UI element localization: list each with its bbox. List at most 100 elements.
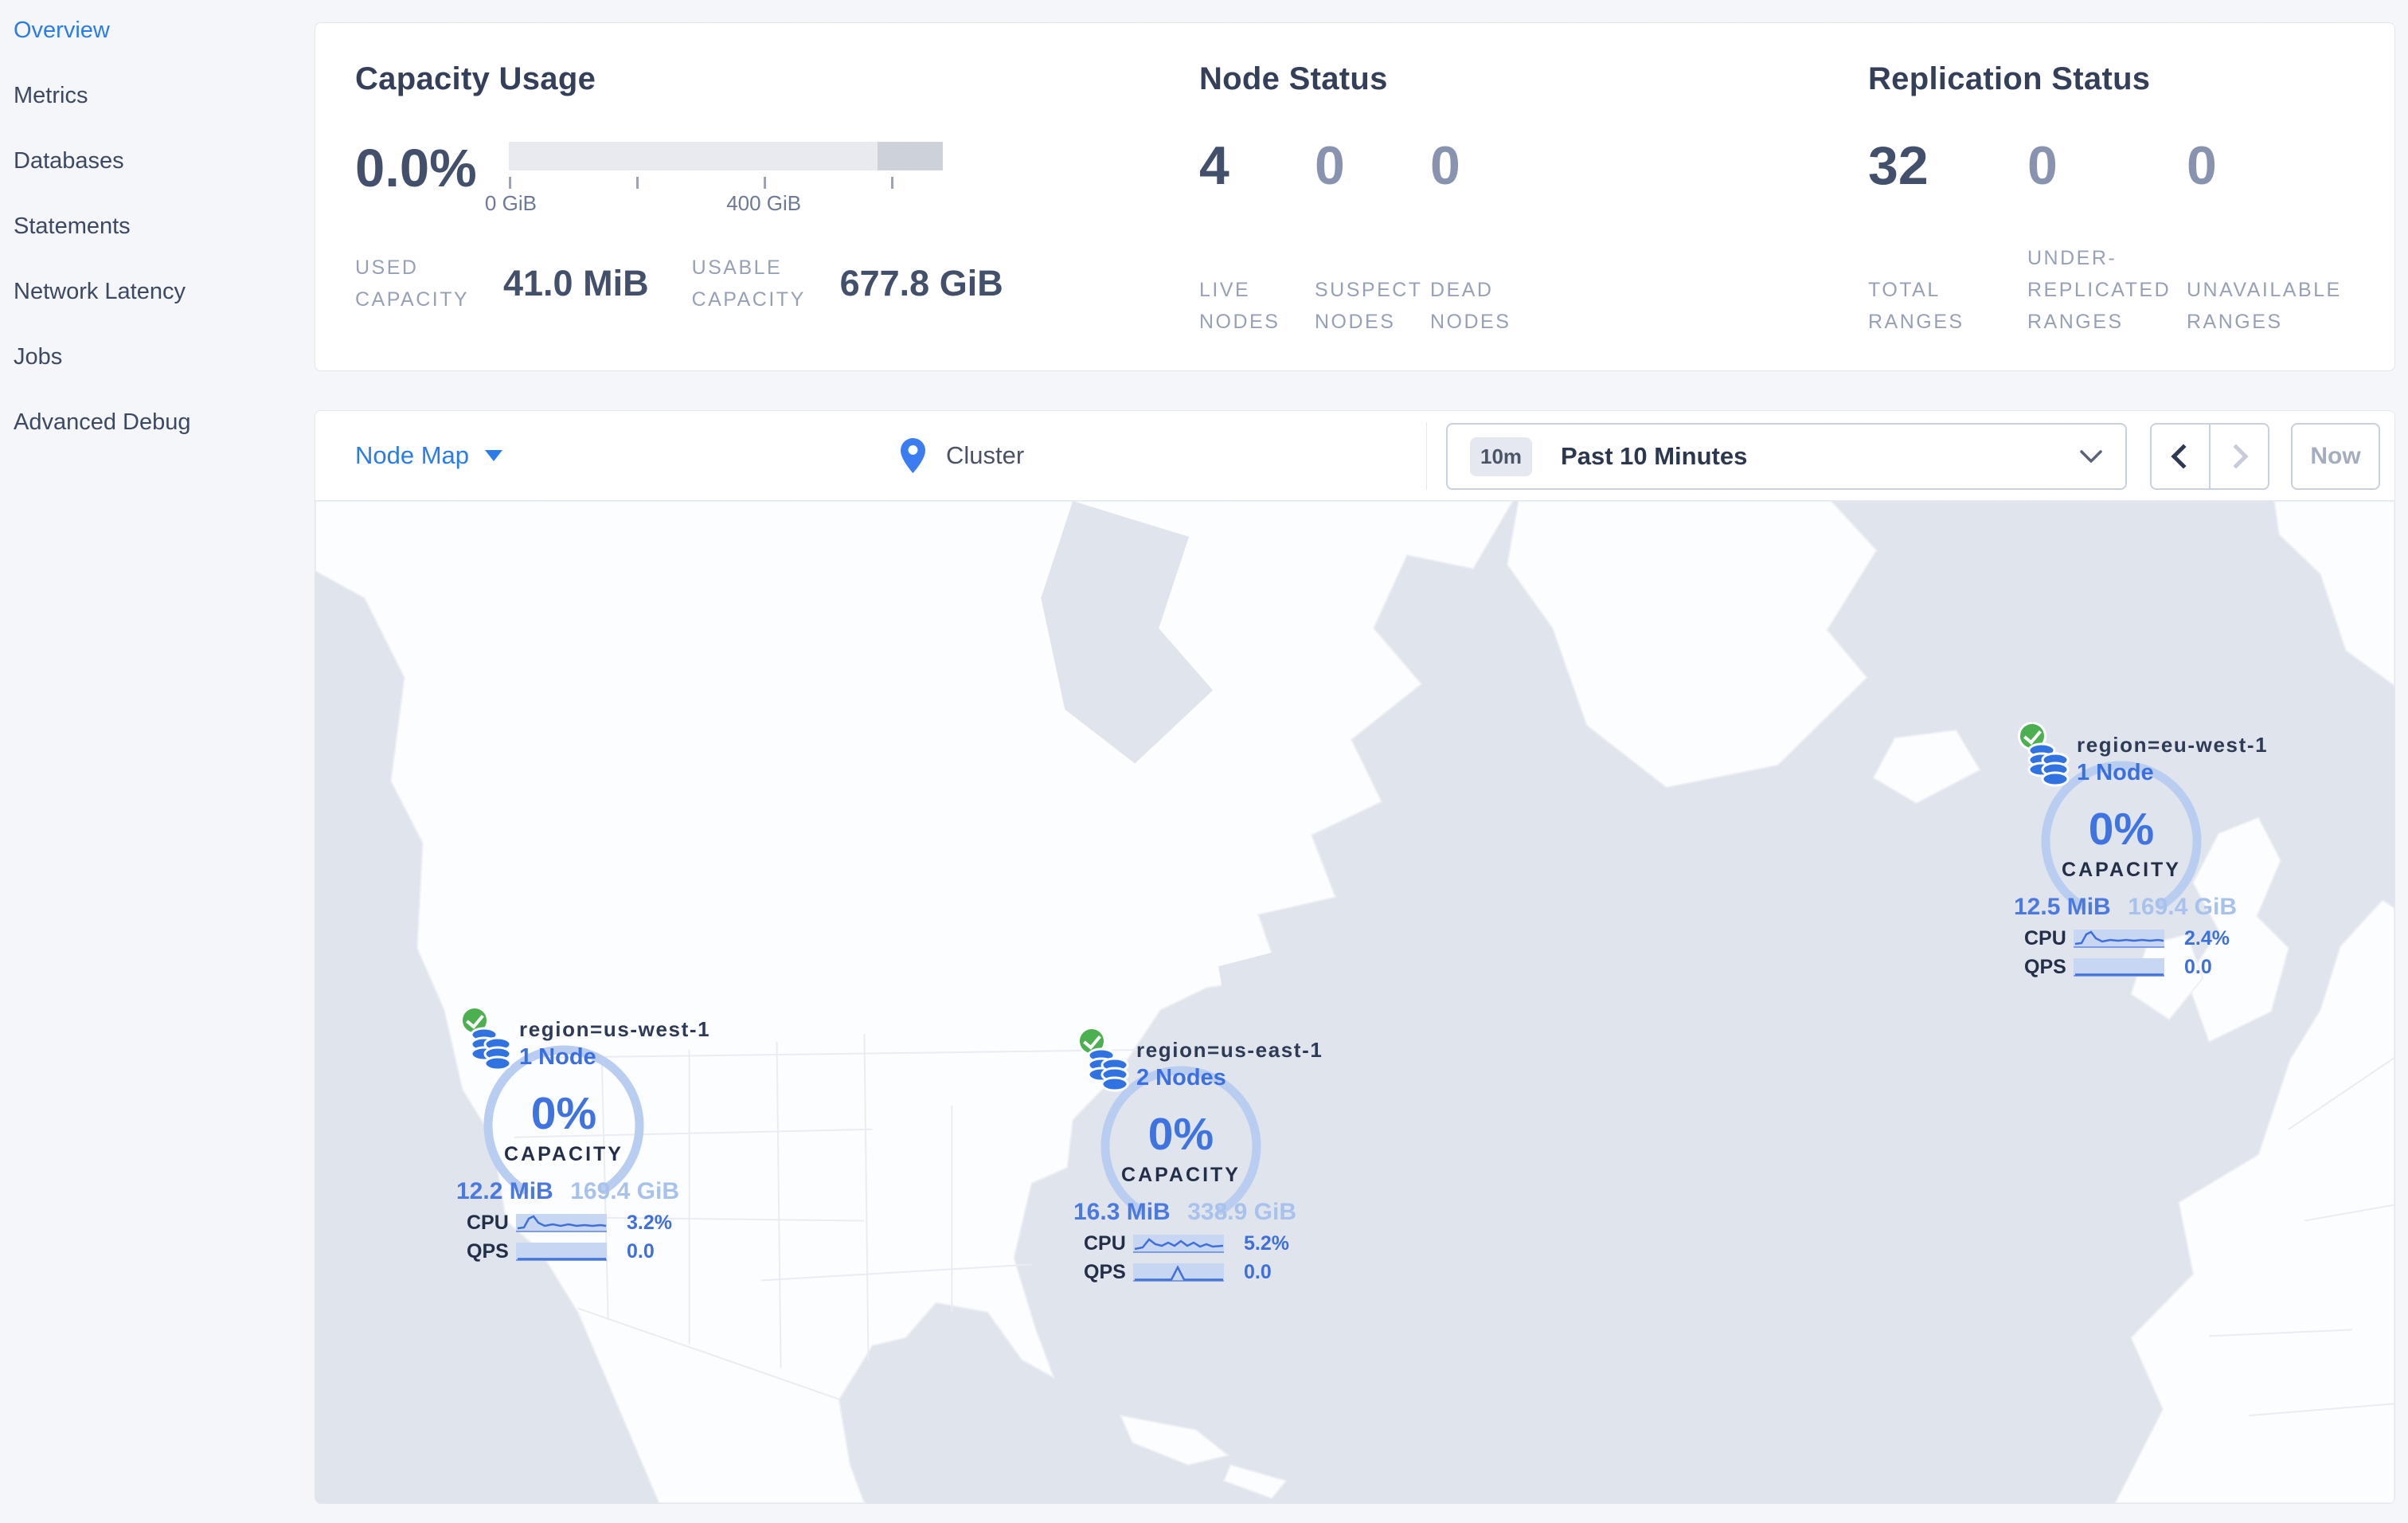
capacity-gauge-arc	[1100, 1066, 1261, 1216]
now-button[interactable]: Now	[2291, 423, 2380, 490]
marker-capacity-percent: 0%	[530, 1088, 597, 1139]
sidebar-item-databases[interactable]: Databases	[14, 148, 124, 174]
cpu-label: CPU	[467, 1212, 509, 1234]
cpu-sparkline	[516, 1214, 607, 1232]
suspect-nodes-value: 0	[1315, 135, 1345, 196]
time-step-control	[2150, 423, 2269, 490]
map-toolbar: Node Map Cluster 10m Past 10 Minutes Now	[315, 411, 2394, 501]
marker-used-capacity: 12.2 MiB	[456, 1178, 553, 1204]
sidebar-item-jobs[interactable]: Jobs	[14, 344, 63, 370]
capacity-tick-label-400: 400 GiB	[726, 191, 802, 215]
node-map-panel: Node Map Cluster 10m Past 10 Minutes Now	[315, 410, 2395, 1504]
qps-value: 0.0	[627, 1240, 655, 1263]
unavailable-ranges-value: 0	[2187, 135, 2217, 196]
database-stack-icon	[2027, 742, 2070, 787]
marker-node-count: 2 Nodes	[1136, 1065, 1226, 1090]
used-capacity-metric: USED CAPACITY 41.0 MiB	[355, 252, 649, 315]
under-replicated-ranges-label: UNDER-REPLICATED RANGES	[2027, 247, 2172, 333]
database-stack-icon	[1087, 1047, 1129, 1092]
view-mode-label: Node Map	[355, 441, 470, 469]
capacity-bar-reserved-segment	[877, 142, 943, 170]
cpu-label: CPU	[2024, 927, 2066, 949]
sidebar-item-statements[interactable]: Statements	[14, 213, 131, 239]
time-range-label: Past 10 Minutes	[1561, 442, 1748, 470]
capacity-tick-label-0: 0 GiB	[484, 191, 537, 215]
dead-nodes-label: DEAD NODES	[1430, 279, 1511, 333]
capacity-percent: 0.0%	[355, 139, 477, 198]
capacity-bar-ticks	[508, 170, 943, 191]
breadcrumb-label: Cluster	[946, 441, 1025, 469]
time-prev-button[interactable]	[2152, 425, 2209, 488]
used-capacity-label: USED CAPACITY	[355, 256, 470, 311]
marker-region-label: region=us-west-1	[519, 1017, 711, 1041]
marker-used-capacity: 12.5 MiB	[2014, 894, 2111, 920]
cpu-label: CPU	[1084, 1232, 1126, 1255]
marker-region-label: region=us-east-1	[1136, 1038, 1323, 1062]
locality-marker-us-west-1[interactable]: region=us-west-1 1 Node 0% CAPACITY 12.2…	[456, 1006, 710, 1273]
qps-sparkline	[1133, 1263, 1224, 1282]
time-next-button[interactable]	[2209, 425, 2268, 488]
marker-capacity-percent: 0%	[1147, 1109, 1214, 1160]
marker-node-count: 1 Node	[2077, 760, 2154, 785]
dead-nodes-stat: 0 DEAD NODES	[1430, 137, 1546, 338]
qps-sparkline	[2074, 958, 2164, 977]
chevron-right-icon	[2223, 444, 2249, 469]
map-pin-icon	[901, 438, 925, 473]
node-status-title: Node Status	[1199, 61, 1388, 96]
unavailable-ranges-stat: 0 UNAVAILABLE RANGES	[2187, 137, 2346, 338]
capacity-usage-section: Capacity Usage 0.0% 0 GiB 400 GiB	[355, 23, 1199, 370]
sidebar-item-network-latency[interactable]: Network Latency	[14, 279, 186, 304]
usable-capacity-label: USABLE CAPACITY	[691, 256, 806, 311]
marker-used-capacity: 16.3 MiB	[1073, 1199, 1171, 1225]
qps-value: 0.0	[1244, 1261, 1272, 1283]
sidebar-item-metrics[interactable]: Metrics	[14, 83, 88, 108]
caret-down-icon	[485, 450, 503, 461]
live-nodes-label: LIVE NODES	[1199, 279, 1280, 333]
suspect-nodes-stat: 0 SUSPECT NODES	[1315, 137, 1430, 338]
cpu-sparkline	[2074, 930, 2164, 948]
time-range-badge: 10m	[1470, 437, 1533, 476]
qps-sparkline	[516, 1243, 607, 1261]
dead-nodes-value: 0	[1430, 135, 1460, 196]
database-stack-icon	[470, 1027, 512, 1071]
capacity-usage-title: Capacity Usage	[355, 61, 596, 96]
view-mode-dropdown[interactable]: Node Map	[355, 441, 503, 470]
marker-total-capacity: 338.9 GiB	[1187, 1199, 1296, 1225]
capacity-bar: 0 GiB 400 GiB	[485, 142, 943, 215]
cluster-summary-panel: Capacity Usage 0.0% 0 GiB 400 GiB	[315, 22, 2395, 371]
replication-status-title: Replication Status	[1868, 61, 2151, 96]
locality-marker-eu-west-1[interactable]: region=eu-west-1 1 Node 0% CAPACITY 12.5…	[2014, 722, 2267, 989]
live-nodes-stat: 4 LIVE NODES	[1199, 137, 1315, 338]
breadcrumb[interactable]: Cluster	[901, 438, 1024, 473]
marker-capacity-label: CAPACITY	[504, 1143, 624, 1165]
sidebar: Overview Metrics Databases Statements Ne…	[0, 0, 315, 1523]
qps-label: QPS	[2024, 956, 2066, 978]
marker-capacity-label: CAPACITY	[2062, 859, 2181, 881]
under-replicated-ranges-stat: 0 UNDER-REPLICATED RANGES	[2027, 137, 2187, 338]
marker-capacity-percent: 0%	[2088, 804, 2155, 855]
node-status-section: Node Status 4 LIVE NODES 0 SUSPECT NODES…	[1199, 23, 1868, 370]
marker-node-count: 1 Node	[519, 1044, 596, 1070]
replication-status-section: Replication Status 32 TOTAL RANGES 0 UND…	[1868, 23, 2394, 370]
time-range-dropdown[interactable]: 10m Past 10 Minutes	[1446, 423, 2127, 490]
sidebar-item-advanced-debug[interactable]: Advanced Debug	[14, 409, 191, 435]
marker-capacity-label: CAPACITY	[1121, 1164, 1241, 1186]
cpu-sparkline	[1133, 1235, 1224, 1253]
capacity-bar-track	[508, 142, 943, 170]
total-ranges-value: 32	[1868, 135, 1929, 196]
locality-marker-us-east-1[interactable]: region=us-east-1 2 Nodes 0% CAPACITY 16.…	[1073, 1027, 1322, 1294]
world-map-graphic	[315, 501, 2394, 1503]
live-nodes-value: 4	[1199, 135, 1229, 196]
marker-total-capacity: 169.4 GiB	[2128, 894, 2237, 920]
under-replicated-ranges-value: 0	[2027, 135, 2058, 196]
total-ranges-stat: 32 TOTAL RANGES	[1868, 137, 2027, 338]
sidebar-item-overview[interactable]: Overview	[14, 18, 110, 43]
unavailable-ranges-label: UNAVAILABLE RANGES	[2187, 279, 2342, 333]
capacity-gauge-arc	[2041, 761, 2202, 910]
cpu-value: 2.4%	[2184, 927, 2230, 949]
total-ranges-label: TOTAL RANGES	[1868, 279, 1964, 333]
used-capacity-value: 41.0 MiB	[503, 263, 649, 303]
marker-total-capacity: 169.4 GiB	[570, 1178, 679, 1204]
chevron-left-icon	[2171, 444, 2196, 469]
